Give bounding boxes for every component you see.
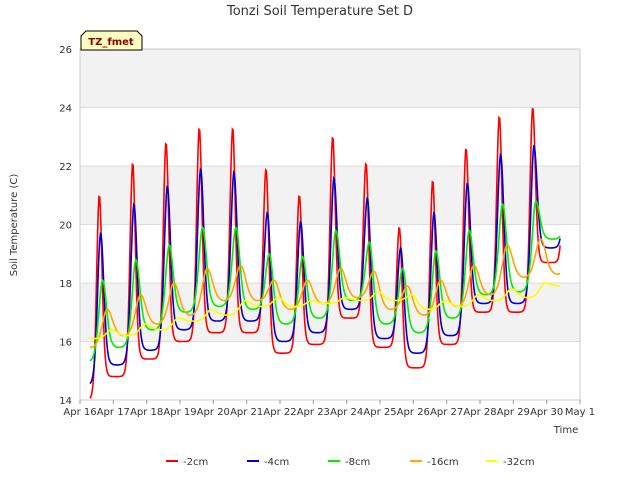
y-axis-title: Soil Temperature (C) — [9, 174, 20, 277]
series-lines — [89, 107, 561, 399]
x-tick-label: Apr 20 — [197, 407, 230, 418]
x-axis-title: Time — [553, 425, 578, 436]
badge: TZ_fmet — [80, 30, 143, 51]
legend-label: -32cm — [503, 457, 535, 468]
x-tick-label: Apr 29 — [497, 407, 530, 418]
y-tick-labels: 14 16 18 20 22 24 26 — [59, 45, 72, 407]
y-tick-label: 14 — [59, 396, 72, 407]
x-tick-label: Apr 30 — [530, 407, 563, 418]
y-tick-label: 26 — [59, 45, 72, 56]
x-tick-labels: Apr 16 Apr 17 Apr 18 Apr 19 Apr 20 Apr 21 Apr … — [63, 400, 595, 418]
plot-frame — [79, 48, 581, 401]
y-tick-label: 16 — [59, 338, 72, 349]
legend: -2cm -4cm -8cm -16cm -32cm — [166, 457, 535, 468]
x-tick-label: Apr 21 — [230, 407, 263, 418]
x-tick-label: Apr 26 — [397, 407, 430, 418]
y-tick-label: 18 — [59, 279, 72, 290]
legend-label: -4cm — [264, 457, 289, 468]
series-line-32cmcm — [89, 282, 561, 340]
x-tick-label: Apr 18 — [130, 407, 163, 418]
badge-shape — [80, 30, 143, 51]
x-tick-label: Apr 17 — [97, 407, 130, 418]
badge-label: TZ_fmet — [88, 37, 134, 48]
x-tick-label: Apr 23 — [297, 407, 330, 418]
legend-label: -16cm — [427, 457, 459, 468]
legend-label: -2cm — [183, 457, 208, 468]
x-tick-label: Apr 22 — [263, 407, 296, 418]
chart-title: Tonzi Soil Temperature Set D — [226, 4, 413, 19]
x-tick-label: May 1 — [565, 407, 595, 418]
plot-band — [80, 49, 580, 108]
y-tick-label: 22 — [59, 162, 72, 173]
y-tick-label: 20 — [59, 221, 72, 232]
legend-label: -8cm — [345, 457, 370, 468]
x-tick-label: Apr 25 — [363, 407, 396, 418]
x-tick-label: Apr 28 — [463, 407, 496, 418]
series-line-4cmcm — [89, 144, 561, 385]
series-line-8cmcm — [89, 200, 561, 362]
x-tick-label: Apr 16 — [63, 407, 96, 418]
y-tick-label: 24 — [59, 104, 72, 115]
x-tick-label: Apr 19 — [163, 407, 196, 418]
x-tick-label: Apr 24 — [330, 407, 363, 418]
x-tick-label: Apr 27 — [430, 407, 463, 418]
